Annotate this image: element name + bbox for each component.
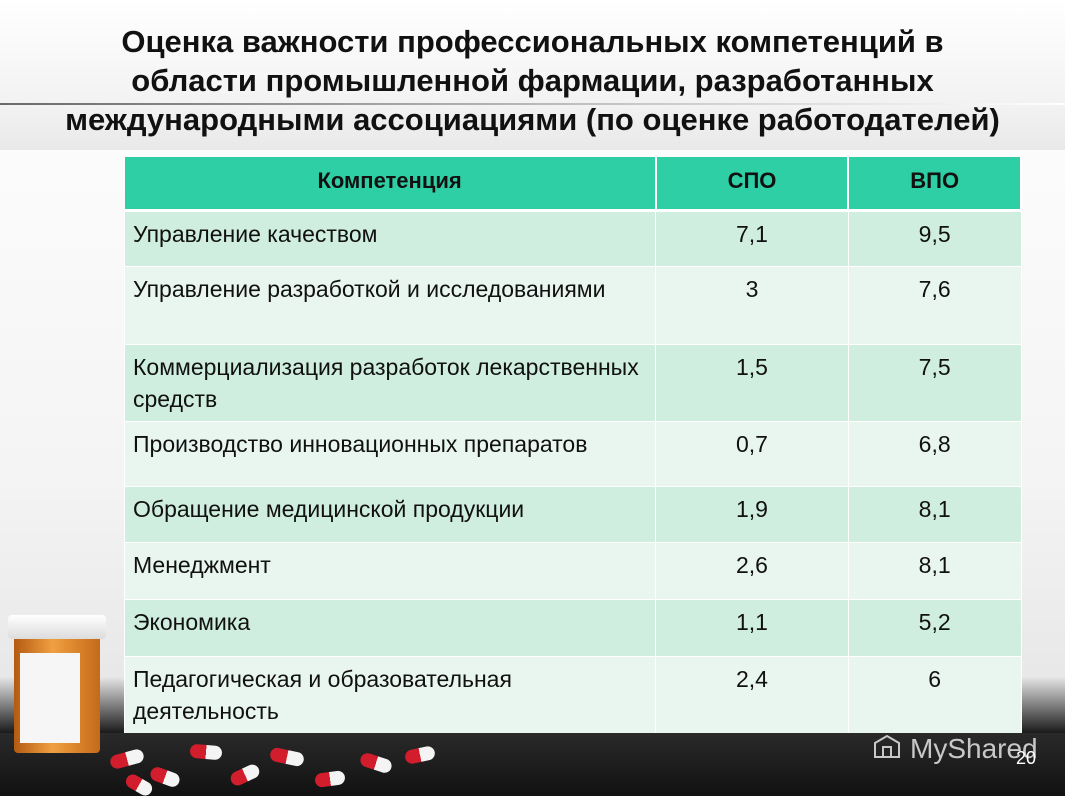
spo-cell: 0,7	[655, 420, 849, 487]
header-competence: Компетенция	[124, 157, 657, 212]
spo-cell: 1,1	[655, 598, 849, 657]
competence-cell: Менеджмент	[123, 541, 657, 600]
competence-cell: Обращение медицинской продукции	[123, 485, 657, 543]
vpo-cell: 8,1	[847, 541, 1022, 600]
table-row: Управление разработкой и исследованиями …	[123, 265, 1022, 345]
slide-title: Оценка важности профессиональных компете…	[65, 24, 1000, 137]
header-spo: СПО	[655, 157, 850, 212]
competence-cell: Управление разработкой и исследованиями	[123, 265, 657, 345]
spo-cell: 2,4	[655, 655, 849, 734]
table-row: Управление качеством 7,1 9,5	[123, 209, 1022, 267]
vpo-cell: 7,6	[847, 265, 1022, 345]
table-row: Обращение медицинской продукции 1,9 8,1	[123, 485, 1022, 543]
pill-bottle-image	[8, 615, 106, 753]
vpo-cell: 5,2	[847, 598, 1022, 657]
spo-cell: 2,6	[655, 541, 849, 600]
competence-cell: Экономика	[123, 598, 657, 657]
header-vpo: ВПО	[848, 157, 1022, 212]
pill-decoration	[189, 743, 223, 761]
competence-cell: Коммерциализация разработок лекарственны…	[123, 343, 657, 422]
vpo-cell: 8,1	[847, 485, 1022, 543]
competence-cell: Производство инновационных препаратов	[123, 420, 657, 487]
vpo-cell: 6	[847, 655, 1022, 734]
vpo-cell: 9,5	[847, 209, 1022, 267]
competence-cell: Педагогическая и образовательная деятель…	[123, 655, 657, 734]
header-divider	[0, 103, 1065, 105]
spo-cell: 3	[655, 265, 849, 345]
competence-table: Компетенция СПО ВПО Управление качеством…	[123, 157, 1022, 734]
vpo-cell: 7,5	[847, 343, 1022, 422]
competence-cell: Управление качеством	[123, 209, 657, 267]
spo-cell: 1,9	[655, 485, 849, 543]
table-row: Экономика 1,1 5,2	[123, 598, 1022, 657]
bottle-cap	[8, 615, 106, 639]
page-number: 20	[1016, 748, 1037, 768]
spo-cell: 7,1	[655, 209, 849, 267]
table-row: Производство инновационных препаратов 0,…	[123, 420, 1022, 487]
table-header-row: Компетенция СПО ВПО	[124, 157, 1022, 212]
vpo-cell: 6,8	[847, 420, 1022, 487]
watermark-logo-icon	[872, 733, 902, 761]
spo-cell: 1,5	[655, 343, 849, 422]
header-band	[0, 0, 1065, 150]
table-row: Менеджмент 2,6 8,1	[123, 541, 1022, 600]
table-row: Коммерциализация разработок лекарственны…	[123, 343, 1022, 422]
watermark-text: MyShared	[910, 733, 1038, 764]
table-row: Педагогическая и образовательная деятель…	[123, 655, 1022, 734]
footer-strip	[0, 733, 1065, 796]
bottle-label	[20, 653, 80, 743]
